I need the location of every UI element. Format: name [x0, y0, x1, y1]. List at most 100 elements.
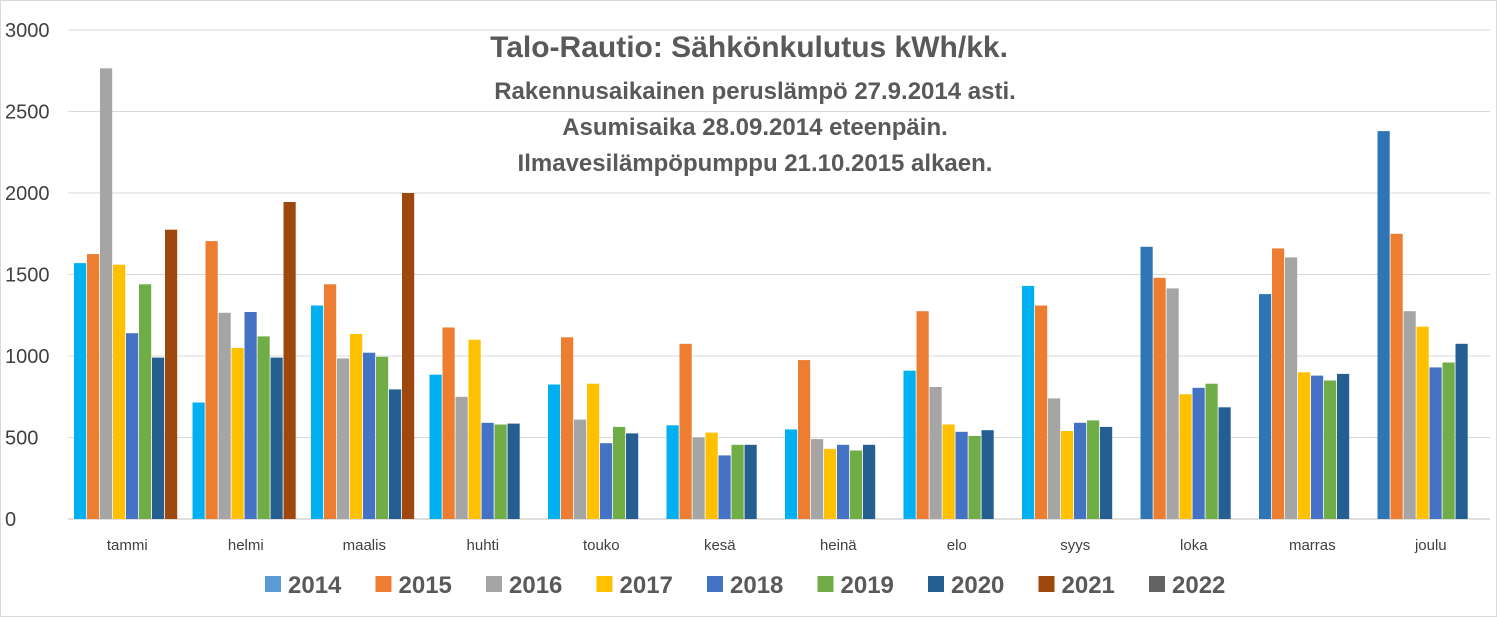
bar-touko-2016	[574, 419, 587, 519]
bar-helmi-2021	[283, 202, 296, 519]
x-tick-label: syys	[1060, 537, 1090, 554]
bar-joulu-2019	[1442, 362, 1455, 519]
bar-joulu-2016	[1403, 311, 1416, 519]
legend: 2014 2015 2016 2017 2018 2019 2020 2021 2022	[265, 572, 1225, 599]
y-tick-label: 2000	[5, 183, 50, 205]
bar-heinä-2014	[785, 429, 798, 519]
legend-label-2022: 2022	[1172, 572, 1225, 599]
bar-touko-2017	[587, 383, 600, 519]
bar-loka-2018	[1192, 387, 1205, 519]
bar-elo-2019	[968, 435, 981, 519]
bar-syys-2018	[1074, 422, 1087, 519]
bar-syys-2017	[1061, 431, 1074, 519]
bar-maalis-2019	[376, 356, 389, 519]
bar-tammi-2017	[113, 264, 126, 519]
y-tick-label: 500	[5, 428, 38, 450]
bar-maalis-2021	[402, 193, 415, 519]
x-tick-label: loka	[1180, 537, 1208, 554]
x-axis: tammi helmi maalis huhti touko kesä heinä elo sy…	[107, 537, 1447, 554]
legend-swatch-2016	[486, 576, 502, 592]
bar-elo-2017	[942, 424, 955, 519]
bar-tammi-2019	[139, 284, 152, 519]
x-tick-label: touko	[583, 537, 620, 554]
x-tick-label: helmi	[228, 537, 264, 554]
y-tick-label: 2500	[5, 102, 50, 124]
legend-label-2017: 2017	[620, 572, 673, 599]
bar-helmi-2014	[192, 402, 205, 519]
bar-heinä-2017	[824, 448, 837, 519]
bar-loka-2017	[1179, 394, 1192, 519]
bar-helmi-2018	[244, 312, 257, 519]
bar-kesä-2017	[705, 432, 718, 519]
bar-maalis-2018	[363, 352, 376, 519]
bar-huhti-2014	[429, 374, 442, 519]
bar-tammi-2021	[165, 229, 178, 519]
bar-touko-2020	[626, 433, 639, 519]
bar-kesä-2014	[666, 425, 679, 519]
bar-touko-2014	[548, 384, 561, 519]
chart-subtitle-2: Asumisaika 28.09.2014 eteenpäin.	[562, 114, 948, 141]
x-tick-label: elo	[947, 537, 967, 554]
y-tick-label: 0	[5, 509, 16, 531]
bar-helmi-2016	[218, 312, 231, 519]
legend-label-2021: 2021	[1062, 572, 1115, 599]
bar-joulu-2018	[1429, 367, 1442, 519]
legend-swatch-2020	[928, 576, 944, 592]
bar-tammi-2020	[152, 357, 165, 519]
y-tick-label: 3000	[5, 20, 50, 42]
bar-maalis-2015	[324, 284, 337, 519]
bar-syys-2015	[1035, 305, 1048, 519]
legend-label-2020: 2020	[951, 572, 1004, 599]
bar-huhti-2018	[481, 422, 494, 519]
x-tick-label: maalis	[343, 537, 386, 554]
x-tick-label: joulu	[1414, 537, 1447, 554]
y-tick-label: 1500	[5, 265, 50, 287]
bar-maalis-2020	[389, 389, 402, 519]
bar-maalis-2016	[337, 358, 350, 519]
x-tick-label: heinä	[820, 537, 857, 554]
bar-heinä-2015	[798, 360, 811, 519]
bar-loka-2016	[1166, 288, 1179, 519]
bar-loka-2019	[1205, 383, 1218, 519]
legend-swatch-2017	[596, 576, 613, 592]
bar-syys-2019	[1087, 420, 1100, 519]
bar-heinä-2020	[863, 444, 876, 519]
bar-kesä-2018	[718, 455, 731, 519]
bar-loka-2014	[1140, 246, 1153, 520]
bar-helmi-2017	[231, 347, 244, 519]
bar-syys-2016	[1048, 398, 1061, 519]
bar-heinä-2016	[811, 439, 824, 519]
bar-marras-2017	[1298, 372, 1311, 519]
bar-marras-2019	[1324, 380, 1337, 519]
legend-swatch-2015	[375, 576, 392, 592]
bar-joulu-2020	[1455, 343, 1468, 519]
bar-heinä-2019	[850, 450, 863, 519]
bar-helmi-2020	[270, 357, 283, 519]
bar-tammi-2016	[100, 68, 113, 520]
legend-swatch-2022	[1149, 576, 1165, 592]
bar-joulu-2014	[1377, 131, 1390, 519]
legend-swatch-2018	[707, 576, 723, 592]
bar-maalis-2017	[350, 334, 363, 519]
bar-joulu-2017	[1416, 326, 1429, 519]
gridlines	[68, 29, 1490, 520]
bar-touko-2018	[600, 443, 613, 519]
bar-loka-2020	[1218, 407, 1231, 519]
x-tick-label: huhti	[467, 537, 500, 554]
bar-elo-2020	[981, 430, 994, 519]
chart-title: Talo-Rautio: Sähkönkulutus kWh/kk.	[490, 31, 1008, 64]
bar-marras-2020	[1337, 373, 1350, 519]
legend-label-2019: 2019	[841, 572, 894, 599]
bar-touko-2015	[561, 337, 574, 519]
bar-kesä-2015	[679, 343, 692, 519]
bar-tammi-2018	[126, 333, 139, 519]
x-tick-label: kesä	[704, 537, 736, 554]
bar-kesä-2019	[731, 444, 744, 519]
bar-marras-2016	[1285, 257, 1298, 519]
chart-subtitle-1: Rakennusaikainen peruslämpö 27.9.2014 as…	[494, 78, 1016, 105]
y-axis: 0 500 1000 1500 2000 2500 3000	[5, 20, 50, 531]
chart-subtitle-3: Ilmavesilämpöpumppu 21.10.2015 alkaen.	[518, 150, 993, 177]
bar-kesä-2016	[692, 437, 705, 519]
bar-kesä-2020	[744, 444, 757, 519]
